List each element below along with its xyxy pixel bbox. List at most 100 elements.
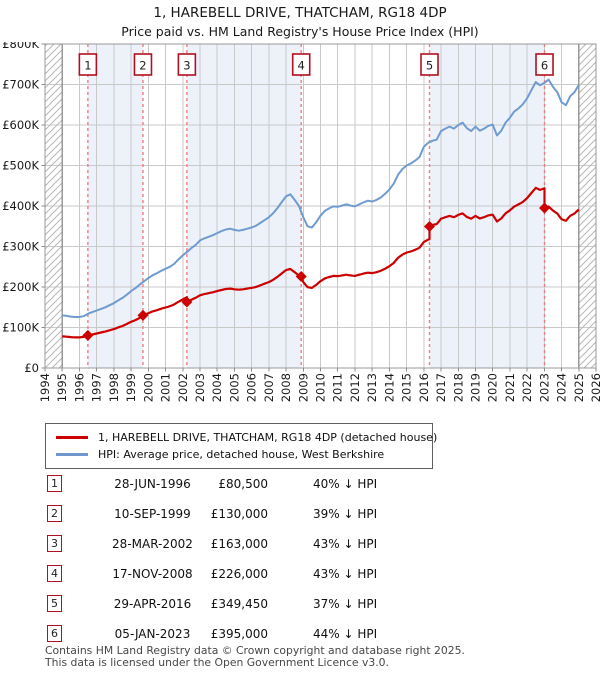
svg-text:2002: 2002 (176, 373, 190, 402)
sale-point (295, 270, 307, 282)
svg-text:2000: 2000 (141, 373, 155, 402)
svg-text:1995: 1995 (55, 373, 69, 402)
sale-number-box (291, 53, 311, 76)
sale-number-box (78, 53, 98, 76)
svg-text:2026: 2026 (589, 373, 600, 402)
svg-text:4: 4 (298, 59, 305, 73)
sale-point (539, 202, 551, 214)
svg-text:2006: 2006 (245, 373, 259, 402)
svg-text:1996: 1996 (72, 373, 86, 402)
svg-text:1994: 1994 (38, 373, 52, 402)
table-row: 6 05-JAN-2023 £395,000 44% ↓ HPI (0, 620, 600, 650)
sale-price: £163,000 (210, 537, 268, 551)
sale-hpi-diff: 40% ↓ HPI (313, 477, 378, 491)
svg-text:2003: 2003 (193, 373, 207, 402)
svg-text:£0: £0 (24, 361, 39, 375)
sale-number-box (177, 53, 197, 76)
red-line-swatch (56, 436, 88, 439)
svg-text:£700K: £700K (2, 78, 39, 92)
svg-text:2020: 2020 (486, 373, 500, 402)
svg-text:2014: 2014 (382, 373, 396, 402)
svg-text:6: 6 (541, 59, 548, 73)
page-subtitle: Price paid vs. HM Land Registry's House … (121, 24, 479, 39)
svg-text:2009: 2009 (296, 373, 310, 402)
svg-text:2022: 2022 (520, 373, 534, 402)
svg-text:2011: 2011 (331, 373, 345, 402)
sale-point (82, 329, 94, 341)
svg-text:2023: 2023 (537, 373, 551, 402)
sale-price: £395,000 (210, 627, 268, 641)
table-row: 1 28-JUN-1996 £80,500 40% ↓ HPI (0, 470, 600, 500)
sale-number-box (420, 53, 439, 76)
svg-text:2008: 2008 (279, 373, 293, 402)
svg-text:£500K: £500K (2, 159, 39, 173)
sale-number-badge: 3 (47, 535, 62, 552)
axis-ticks (41, 43, 597, 372)
sale-point (137, 309, 149, 321)
svg-text:£200K: £200K (2, 280, 39, 294)
sale-hpi-diff: 43% ↓ HPI (313, 567, 378, 581)
svg-text:2001: 2001 (159, 373, 173, 402)
sale-hpi-diff: 44% ↓ HPI (313, 627, 378, 641)
sale-hpi-diff: 37% ↓ HPI (313, 597, 378, 611)
sale-date: 28-MAR-2002 (112, 537, 193, 551)
sales-table: 1 28-JUN-1996 £80,500 40% ↓ HPI 2 10-SEP… (0, 470, 600, 650)
sale-number-badge: 2 (47, 505, 62, 522)
svg-text:2: 2 (139, 59, 146, 73)
sale-date: 17-NOV-2008 (112, 567, 193, 581)
sale-price: £80,500 (218, 477, 268, 491)
hpi-line (62, 78, 580, 318)
sale-date: 29-APR-2016 (113, 597, 192, 611)
svg-text:1999: 1999 (124, 373, 138, 402)
licence-line: This data is licensed under the Open Gov… (45, 656, 389, 669)
page-title: 1, HAREBELL DRIVE, THATCHAM, RG18 4DP (153, 5, 447, 21)
sale-hpi-diff: 43% ↓ HPI (313, 537, 378, 551)
sale-date: 28-JUN-1996 (114, 477, 191, 491)
sale-number-box (133, 53, 153, 76)
sale-number-badge: 4 (47, 565, 62, 582)
sale-point (423, 220, 435, 232)
sale-number-badge: 6 (47, 625, 62, 642)
svg-text:2005: 2005 (227, 373, 241, 402)
svg-text:£800K: £800K (2, 42, 39, 51)
svg-text:2025: 2025 (572, 373, 586, 402)
sale-number-badge: 5 (47, 595, 62, 612)
x-axis-labels: 1994 1995 1996 1997 1998 1999 2000 2001 2002 2003… (38, 373, 600, 402)
blue-line-swatch (56, 453, 88, 456)
svg-text:3: 3 (183, 59, 190, 73)
sale-number-badge: 1 (47, 475, 62, 492)
no-data-hatch (45, 44, 596, 368)
svg-text:2010: 2010 (314, 373, 328, 402)
svg-text:2007: 2007 (262, 373, 276, 402)
legend-label: HPI: Average price, detached house, West… (98, 448, 385, 461)
svg-text:£300K: £300K (2, 240, 39, 254)
svg-text:£400K: £400K (2, 199, 39, 213)
sale-price: £226,000 (210, 567, 268, 581)
svg-text:1998: 1998 (107, 373, 121, 402)
table-row: 4 17-NOV-2008 £226,000 43% ↓ HPI (0, 560, 600, 590)
table-row: 2 10-SEP-1999 £130,000 39% ↓ HPI (0, 500, 600, 530)
sale-point (181, 296, 193, 308)
sale-date: 05-JAN-2023 (114, 627, 191, 641)
copyright-line: Contains HM Land Registry data © Crown c… (45, 644, 465, 657)
svg-text:2018: 2018 (451, 373, 465, 402)
sale-number-box (535, 53, 554, 76)
sale-hpi-diff: 39% ↓ HPI (313, 507, 378, 521)
sale-price: £130,000 (210, 507, 268, 521)
y-axis-labels: £0 £100K £200K £300K £400K £500K £600K £700K £80… (2, 42, 39, 375)
svg-text:£100K: £100K (2, 321, 39, 335)
sale-markers (82, 202, 551, 341)
legend-label: 1, HAREBELL DRIVE, THATCHAM, RG18 4DP (d… (98, 431, 438, 444)
svg-text:2024: 2024 (555, 373, 569, 402)
table-row: 3 28-MAR-2002 £163,000 43% ↓ HPI (0, 530, 600, 560)
price-chart: 1 2 3 4 5 6 £0 £100K £200K £300K £400K £500K £600K £7… (2, 42, 600, 402)
svg-text:2016: 2016 (417, 373, 431, 402)
table-row: 5 29-APR-2016 £349,450 37% ↓ HPI (0, 590, 600, 620)
sale-number-boxes: 1 2 3 4 5 6 (78, 53, 554, 76)
svg-text:2021: 2021 (503, 373, 517, 402)
sale-date: 10-SEP-1999 (114, 507, 191, 521)
svg-text:2012: 2012 (348, 373, 362, 402)
svg-text:5: 5 (426, 59, 433, 73)
svg-text:2013: 2013 (365, 373, 379, 402)
